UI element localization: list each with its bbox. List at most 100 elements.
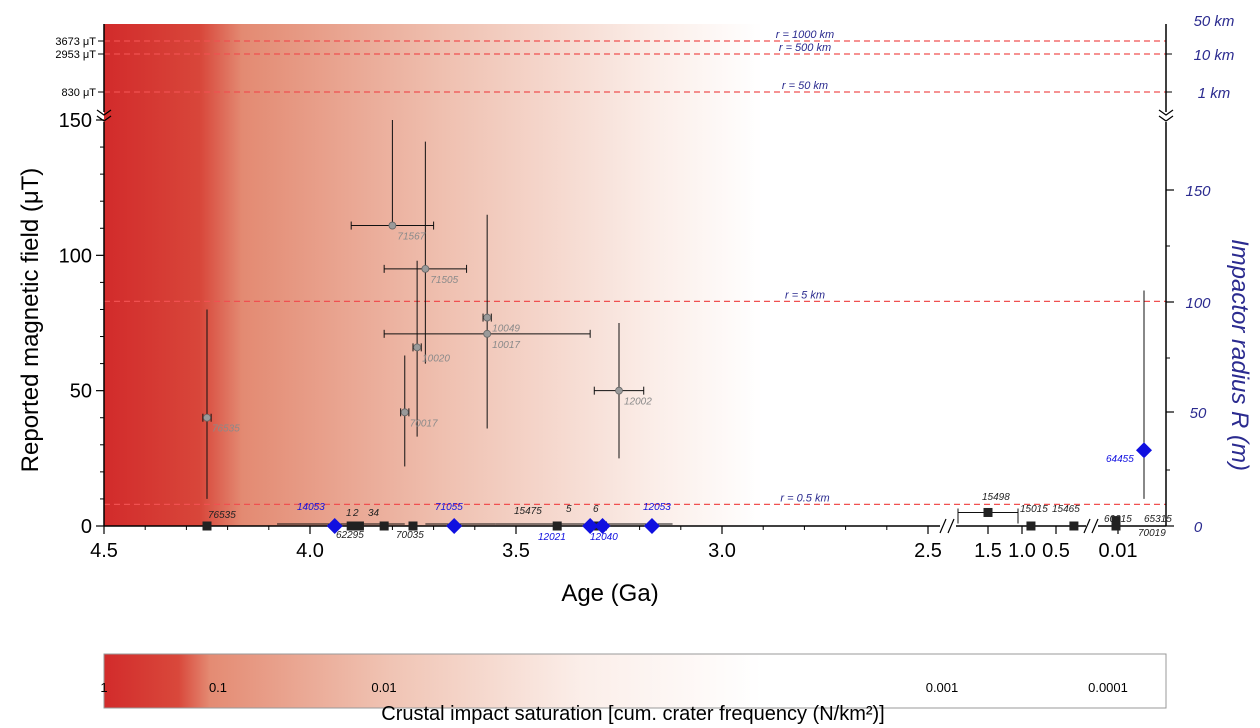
x-axis-label: Age (Ga) <box>561 580 658 607</box>
y-break-tick-label: 3673 μT <box>55 36 96 48</box>
axes: 4.5 4.0 3.5 3.0 2.5 1.5 1.0 0.5 0.01050100150830… <box>55 13 1234 562</box>
null-sample-label: 15475 <box>514 506 542 517</box>
blue-diamond-marker <box>446 518 463 534</box>
y-tick-label: 50 <box>70 381 92 403</box>
null-result-marker <box>379 521 389 531</box>
paleointensity-marker <box>421 264 430 273</box>
x-tick-label: 0.5 <box>1042 540 1070 562</box>
blue-sample-label: 14053 <box>297 502 325 513</box>
null-result-marker <box>552 521 562 531</box>
y-break-tick-label: 2953 μT <box>55 49 96 61</box>
blue-diamond-marker <box>594 518 611 534</box>
null-sample-label: 6 <box>593 504 599 515</box>
blue-diamond-marker <box>582 518 599 534</box>
null-result-marker <box>1111 521 1121 531</box>
sample-label: 10049 <box>492 324 520 335</box>
sample-label: 70017 <box>410 418 438 429</box>
paleointensity-marker <box>203 413 211 422</box>
null-sample-label: 70035 <box>396 530 424 541</box>
colorbar-tick-label: 0.1 <box>209 680 227 695</box>
y-break-right-stroke <box>1158 109 1174 122</box>
radius-reference-label: r = 500 km <box>779 42 831 54</box>
sample-label: 71505 <box>430 275 458 286</box>
null-sample-label: 70019 <box>1138 528 1166 539</box>
radius-reference-label: r = 1000 km <box>776 29 834 41</box>
x-break-1-stroke <box>939 518 955 534</box>
y-break-left <box>96 109 112 122</box>
paleointensity-marker <box>413 343 422 352</box>
null-result-marker <box>354 521 364 531</box>
paleointensity-marker <box>400 408 409 417</box>
y2-axis-label: Impactor radius R (m) <box>1226 239 1253 471</box>
null-sample-label: 65315 <box>1144 514 1172 525</box>
colorbar-tick-label: 0.01 <box>371 680 396 695</box>
y2-break-tick-label: 1 km <box>1198 85 1231 102</box>
x-tick-label: 0.01 <box>1099 540 1138 562</box>
null-sample-label: 34 <box>368 508 380 519</box>
x-tick-label: 3.5 <box>502 540 530 562</box>
paleointensity-marker <box>483 329 492 338</box>
null-sample-label: 60215 <box>1104 514 1132 525</box>
blue-sample-label: 12040 <box>590 532 618 543</box>
null-sample-label: 15498 <box>982 492 1010 503</box>
colorbar-tick-label: 1 <box>100 680 107 695</box>
null-result-marker <box>408 521 418 531</box>
sample-label: 71567 <box>397 232 425 243</box>
null-sample-label: 2 <box>352 508 359 519</box>
radius-reference-label: r = 5 km <box>785 289 825 301</box>
null-result-marker <box>1026 521 1036 531</box>
colorbar <box>103 653 1167 709</box>
colorbar-tick-label: 0.0001 <box>1088 680 1128 695</box>
blue-diamond-marker <box>1136 442 1152 459</box>
saturation-background <box>104 24 1166 526</box>
null-sample-label: 1 <box>346 508 352 519</box>
x-tick-label: 4.5 <box>90 540 118 562</box>
y-axis-label: Reported magnetic field (μT) <box>17 168 44 473</box>
sample-label: 10020 <box>422 353 450 364</box>
y2-break-tick-label: 10 km <box>1194 47 1235 64</box>
sample-label: 12002 <box>624 397 652 408</box>
null-sample-label: 15015 <box>1020 504 1048 515</box>
null-result-marker <box>1111 516 1121 526</box>
null-sample-label: 15465 <box>1052 504 1080 515</box>
x-tick-label: 1.0 <box>1008 540 1036 562</box>
y-tick-label: 0 <box>81 516 92 538</box>
y-tick-label: 100 <box>59 245 92 267</box>
impactor-radius-lines: r = 0.5 km r = 5 km r = 50 km r = 500 kmr =… <box>104 29 1166 505</box>
blue-sample-label: 64455 <box>1106 454 1134 465</box>
sample-label: 76535 <box>212 424 240 435</box>
x-tick-label: 3.0 <box>708 540 736 562</box>
colorbar-label: Crustal impact saturation [cum. crater f… <box>381 703 884 725</box>
colorbar-tick-label: 0.001 <box>926 680 959 695</box>
blue-sample-label: 12053 <box>643 502 671 513</box>
y-break-right <box>1158 109 1174 122</box>
y-tick-label: 150 <box>59 110 92 132</box>
blue-sample-label: 71055 <box>435 502 463 513</box>
x-break-2 <box>1083 518 1099 534</box>
x-tick-label: 4.0 <box>296 540 324 562</box>
x-break-2-stroke <box>1083 518 1099 534</box>
blue-diamond-marker <box>643 518 660 534</box>
y2-tick-label: 0 <box>1194 519 1203 536</box>
x-tick-label: 1.5 <box>974 540 1002 562</box>
y-break-left-stroke <box>96 109 112 122</box>
paleointensity-marker <box>615 386 623 395</box>
y2-break-tick-label: 50 km <box>1194 13 1235 30</box>
data-markers <box>202 221 1152 534</box>
y2-tick-label: 50 <box>1190 405 1207 422</box>
blue-diamond-marker <box>326 518 343 534</box>
null-sample-label: 5 <box>566 504 572 515</box>
paleointensity-marker <box>388 221 397 230</box>
radius-reference-label: r = 0.5 km <box>780 492 829 504</box>
null-result-marker <box>1069 521 1079 531</box>
x-break-1 <box>939 518 955 534</box>
radius-reference-label: r = 50 km <box>782 80 828 92</box>
colorbar-ticks: 1 0.1 0.01 0.001 0.0001 <box>100 680 1128 695</box>
paleointensity-marker <box>483 313 492 322</box>
null-sample-label: 62295 <box>336 530 364 541</box>
null-sample-label: 76535 <box>208 510 236 521</box>
null-result-marker <box>202 521 212 531</box>
x-tick-label: 2.5 <box>914 540 942 562</box>
sample-label: 10017 <box>492 340 520 351</box>
